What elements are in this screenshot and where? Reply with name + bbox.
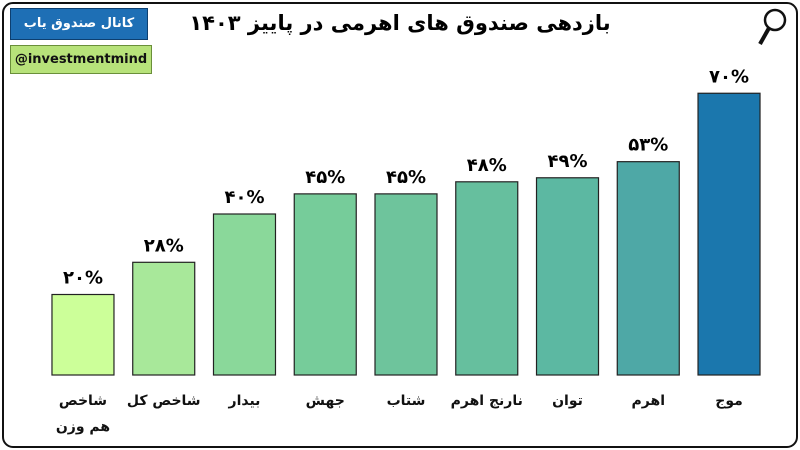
value-label: ۵۳%: [628, 135, 668, 156]
bar: [535, 177, 600, 376]
bar: [697, 92, 761, 376]
x-tick-label: جهش: [305, 393, 345, 409]
bar: [132, 261, 196, 376]
bar: [455, 181, 519, 376]
x-tick-label: شتاب: [386, 393, 426, 409]
x-tick-label: نارنج اهرم: [450, 393, 523, 409]
bar: [51, 293, 115, 376]
value-label: ۲۸%: [144, 235, 184, 256]
chart-title: بازدهی صندوق های اهرمی در پاییز ۱۴۰۳: [189, 11, 610, 35]
x-tick-label: توان: [552, 393, 583, 409]
value-label: ۴۰%: [224, 187, 264, 208]
x-tick-label: موج: [715, 393, 743, 409]
bar: [374, 193, 438, 376]
handle-badge: @investmentmind: [10, 45, 152, 74]
x-tick-label: اهرم: [631, 393, 665, 409]
value-label: ۴۵%: [386, 167, 426, 188]
value-label: ۷۰%: [709, 66, 749, 87]
x-tick-label: شاخص کل: [126, 393, 201, 409]
bar: [293, 193, 357, 376]
x-tick-label: بیدار: [228, 393, 261, 409]
logo-icon: [758, 8, 787, 45]
bar: [616, 161, 680, 376]
value-label: ۴۸%: [467, 155, 507, 176]
value-label: ۴۵%: [305, 167, 345, 188]
bar: [212, 213, 277, 376]
value-label: ۲۰%: [63, 268, 103, 289]
channel-badge: کانال صندوق یاب: [10, 8, 148, 40]
x-tick-label: شاخص هم وزن: [55, 393, 111, 435]
value-label: ۴۹%: [548, 151, 588, 172]
